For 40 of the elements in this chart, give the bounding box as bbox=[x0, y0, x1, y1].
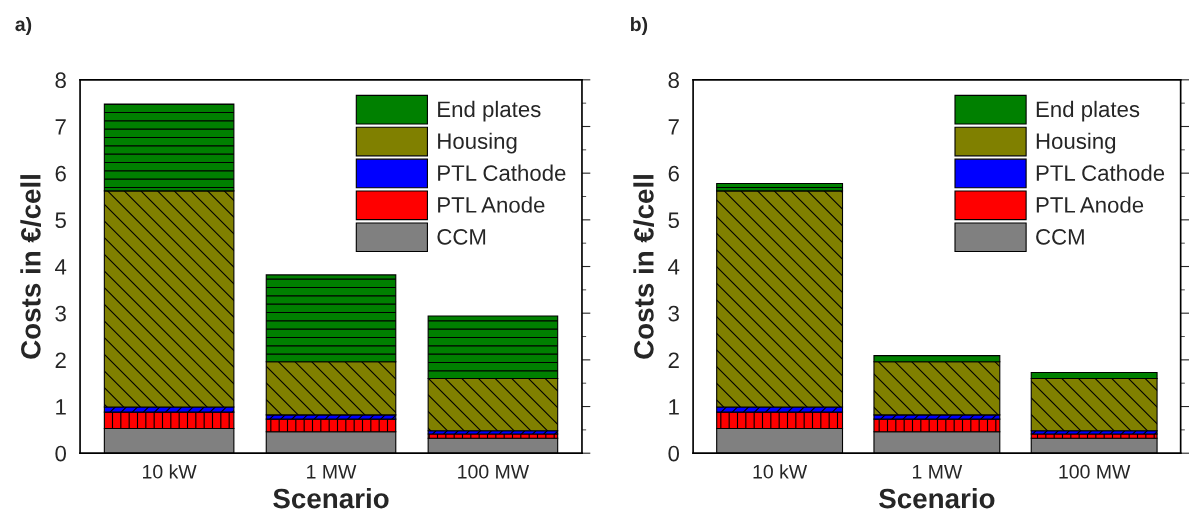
x-tick-label: 10 kW bbox=[753, 464, 808, 479]
y-tick-label: 1 bbox=[56, 399, 66, 415]
x-tick-label: 10 kW bbox=[143, 464, 197, 479]
x-tick-label: 1 MW bbox=[307, 465, 357, 479]
x-axis-title: Scenario bbox=[879, 487, 995, 509]
legend-label: CCM bbox=[1036, 228, 1084, 245]
y-tick-label: 2 bbox=[55, 352, 66, 368]
y-tick-label: 5 bbox=[55, 212, 66, 229]
legend-label: Housing bbox=[1036, 132, 1116, 154]
legend-label: Housing bbox=[438, 132, 517, 154]
x-axis-title: Scenario bbox=[273, 487, 389, 509]
y-tick-label: 4 bbox=[668, 259, 680, 275]
legend-label: CCM bbox=[437, 228, 486, 245]
legend-label: PTL Anode bbox=[1036, 196, 1144, 213]
legend-label: End plates bbox=[1036, 100, 1140, 122]
y-tick-label: 4 bbox=[55, 259, 67, 275]
y-tick-label: 8 bbox=[55, 72, 66, 89]
y-tick-label: 2 bbox=[668, 352, 679, 368]
y-tick-label: 7 bbox=[668, 119, 679, 135]
y-tick-label: 3 bbox=[668, 305, 679, 322]
y-tick-label: 6 bbox=[55, 165, 66, 182]
y-tick-label: 0 bbox=[55, 445, 66, 462]
x-tick-label: 100 MW bbox=[1059, 464, 1131, 479]
y-tick-label: 8 bbox=[668, 72, 679, 89]
chart-title: b) bbox=[631, 16, 648, 36]
legend-label: End plates bbox=[438, 100, 541, 122]
y-tick-label: 6 bbox=[668, 165, 679, 182]
x-tick-label: 1 MW bbox=[912, 465, 963, 479]
y-tick-label: 3 bbox=[55, 305, 66, 322]
y-axis-title: Costs in €/cell bbox=[20, 175, 41, 359]
legend-label: PTL Cathode bbox=[438, 164, 566, 181]
legend-label: PTL Anode bbox=[438, 196, 545, 213]
x-tick-label: 100 MW bbox=[458, 464, 530, 479]
chart-title: a) bbox=[15, 16, 32, 36]
y-tick-label: 5 bbox=[668, 212, 679, 229]
legend-label: PTL Cathode bbox=[1036, 164, 1165, 181]
y-axis-title: Costs in €/cell bbox=[633, 175, 655, 359]
y-tick-label: 1 bbox=[669, 399, 679, 415]
y-tick-label: 7 bbox=[55, 119, 66, 135]
y-tick-label: 0 bbox=[668, 445, 680, 462]
